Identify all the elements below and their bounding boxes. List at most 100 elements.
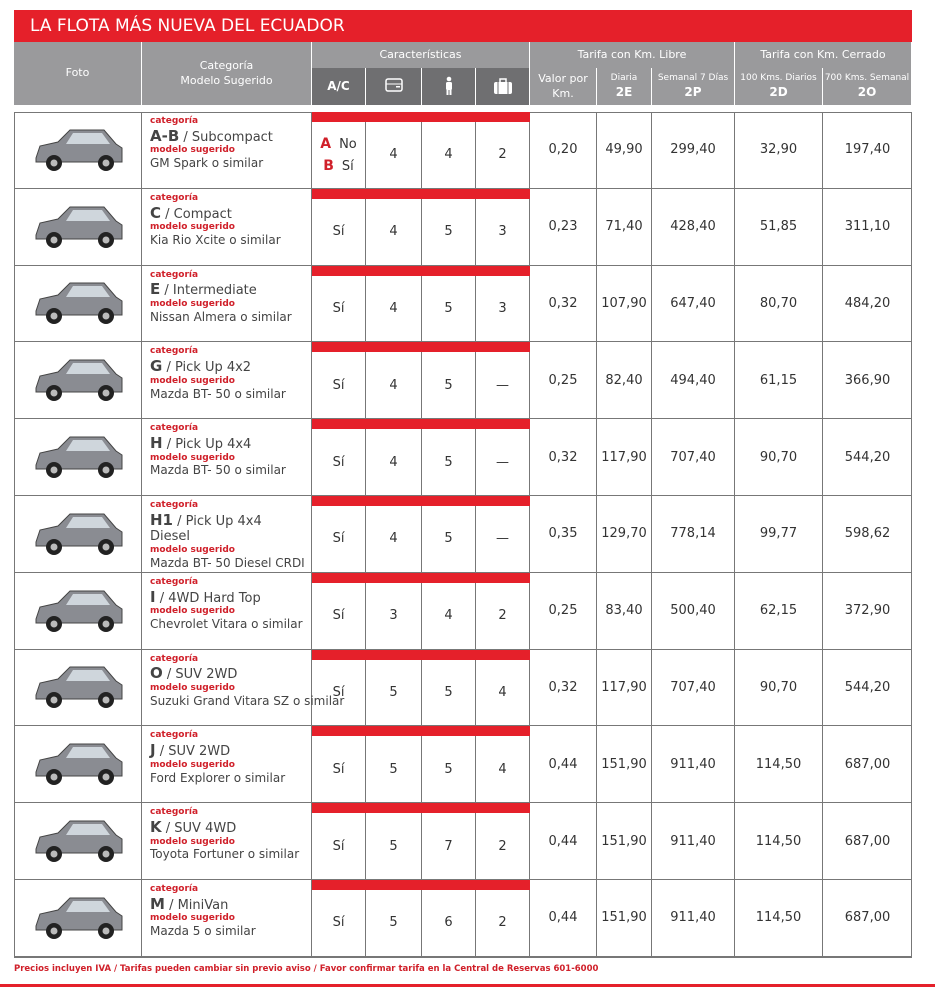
luggage-cell: — xyxy=(476,506,530,573)
model-label: modelo sugerido xyxy=(150,682,235,693)
d100-cell: 32,90 xyxy=(735,112,823,189)
category-block: categoría E / Intermediate modelo sugerido… xyxy=(142,266,300,329)
weekly-cell: 778,14 xyxy=(652,496,735,573)
photo-cell xyxy=(14,880,142,957)
w700-cell: 544,20 xyxy=(823,650,912,727)
row-red-bar xyxy=(312,419,530,430)
weekly-cell: 707,40 xyxy=(652,649,735,727)
category-cell: categoría A-B / Subcompact modelo sugerido… xyxy=(142,112,312,189)
ac-line: Sí xyxy=(333,455,345,470)
ac-code: B xyxy=(323,157,334,174)
per-km-cell: 0,32 xyxy=(530,419,597,496)
category-name: / SUV 2WD xyxy=(166,667,238,683)
ac-cell: Sí xyxy=(312,736,366,804)
w700-cell: 484,20 xyxy=(823,266,912,343)
car-photo xyxy=(35,513,122,555)
daily-cell: 117,90 xyxy=(597,649,652,727)
row-red-bar xyxy=(312,649,530,660)
ac-value: Sí xyxy=(332,684,345,700)
luggage-icon xyxy=(493,78,512,94)
row-red-bar xyxy=(312,726,530,737)
ac-line: Sí xyxy=(333,915,345,930)
ac-value: Sí xyxy=(332,300,345,316)
d100-cell: 90,70 xyxy=(735,419,823,496)
luggage-cell: 2 xyxy=(476,582,530,650)
model-name: Mazda BT- 50 Diesel CRDI xyxy=(150,555,305,570)
car-photo xyxy=(35,436,122,479)
model-label: modelo sugerido xyxy=(150,145,235,156)
ac-line: Sí xyxy=(333,762,345,777)
category-line: I / 4WD Hard Top xyxy=(150,588,303,607)
model-label: modelo sugerido xyxy=(150,544,235,555)
category-block: categoría J / SUV 2WD modelo sugerido Ford … xyxy=(142,726,293,789)
ac-cell: Sí xyxy=(312,275,366,343)
category-code: E xyxy=(150,280,161,299)
category-name: / SUV 2WD xyxy=(159,744,231,760)
doors-cell: 4 xyxy=(366,352,422,420)
daily-cell: 151,90 xyxy=(597,803,652,880)
header-text: Valor por Km. xyxy=(538,71,588,100)
luggage-cell: 3 xyxy=(476,275,530,343)
footer-note: Precios incluyen IVA / Tarifas pueden ca… xyxy=(14,964,599,974)
category-label: categoría xyxy=(150,807,199,818)
per-km-cell: 0,20 xyxy=(530,112,597,189)
category-line: H1 / Pick Up 4x4 Diesel xyxy=(150,511,305,545)
model-name: Ford Explorer o similar xyxy=(150,770,286,785)
model-label: modelo sugerido xyxy=(150,759,235,770)
car-photo xyxy=(35,897,122,939)
category-line: J / SUV 2WD xyxy=(150,741,285,760)
title: LA FLOTA MÁS NUEVA DEL ECUADOR xyxy=(14,10,912,42)
doors-cell: 4 xyxy=(366,122,422,189)
passengers-cell: 4 xyxy=(422,122,476,189)
ac-line: Sí xyxy=(333,224,345,239)
photo-cell xyxy=(14,726,142,804)
ac-cell: Sí xyxy=(312,429,366,496)
passengers-cell: 4 xyxy=(422,582,476,650)
category-block: categoría H1 / Pick Up 4x4 Diesel modelo s… xyxy=(142,496,313,574)
model-name: Chevrolet Vitara o similar xyxy=(150,616,303,631)
category-line: A-B / Subcompact xyxy=(150,127,273,146)
car-photo xyxy=(35,129,122,171)
d100-cell: 114,50 xyxy=(735,880,823,957)
category-line: G / Pick Up 4x2 xyxy=(150,357,286,376)
ac-value: Sí xyxy=(332,454,345,470)
category-name: / Pick Up 4x4 xyxy=(166,436,252,452)
d100-cell: 62,15 xyxy=(735,572,823,650)
weekly-cell: 494,40 xyxy=(652,342,735,420)
d100-cell: 99,77 xyxy=(735,496,823,573)
per-km-cell: 0,44 xyxy=(530,803,597,880)
header-photo: Foto xyxy=(14,42,142,105)
per-km-cell: 0,25 xyxy=(530,572,597,650)
passengers-cell: 5 xyxy=(422,275,476,343)
doors-cell: 5 xyxy=(366,736,422,804)
header-w700: 700 Kms. Semanal 2O xyxy=(823,68,912,105)
w700-cell: 598,62 xyxy=(823,496,912,573)
daily-cell: 129,70 xyxy=(597,496,652,573)
category-label: categoría xyxy=(150,346,199,357)
header-text: Categoría xyxy=(199,58,254,72)
passengers-cell: 5 xyxy=(422,429,476,496)
category-cell: categoría H1 / Pick Up 4x4 Diesel modelo s… xyxy=(142,496,312,573)
luggage-cell: — xyxy=(476,429,530,496)
category-code: O xyxy=(150,664,163,683)
category-block: categoría K / SUV 4WD modelo sugerido Toyot… xyxy=(142,803,307,866)
weekly-cell: 911,40 xyxy=(652,880,735,957)
ac-value: Sí xyxy=(332,838,345,854)
row-red-bar xyxy=(312,112,530,122)
luggage-cell: 3 xyxy=(476,198,530,266)
header-text: 100 Kms. Diarios xyxy=(740,73,817,84)
car-photo xyxy=(35,820,122,863)
passengers-cell: 5 xyxy=(422,506,476,573)
category-line: E / Intermediate xyxy=(150,280,292,299)
per-km-cell: 0,32 xyxy=(530,265,597,343)
header-door-icon xyxy=(366,68,422,105)
w700-cell: 687,00 xyxy=(823,803,912,880)
w700-cell: 311,10 xyxy=(823,189,912,266)
d100-cell: 90,70 xyxy=(735,649,823,727)
model-name: Mazda BT- 50 o similar xyxy=(150,386,286,401)
header-code: 2O xyxy=(857,85,877,100)
category-name: / Intermediate xyxy=(164,283,257,299)
ac-cell: Sí xyxy=(312,506,366,573)
ac-line: Sí xyxy=(333,531,345,546)
